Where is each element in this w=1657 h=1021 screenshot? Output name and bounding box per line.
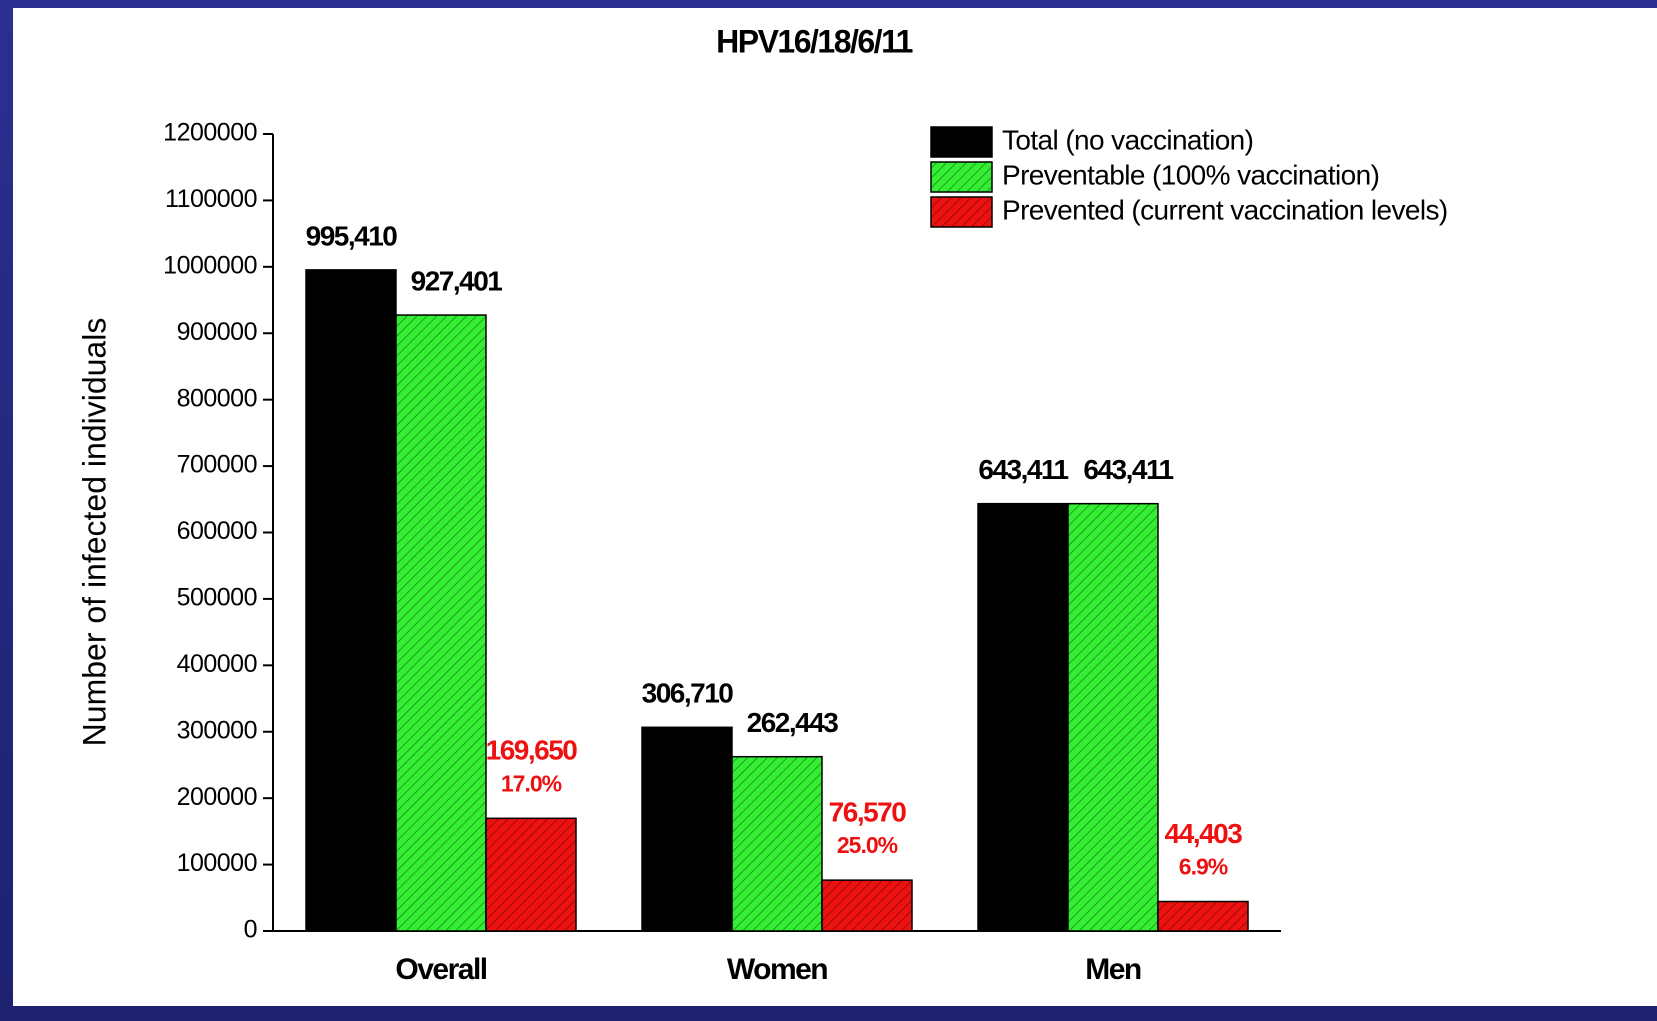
value-label: 76,570 [829,797,907,828]
bar [977,502,1069,932]
legend-label: Prevented (current vaccination levels) [1002,194,1448,225]
y-tick-label: 100000 [177,849,257,877]
value-label: 169,650 [486,735,578,766]
y-axis-label: Number of infected individuals [76,318,112,747]
value-label: 262,443 [747,707,839,738]
y-tick-label: 700000 [177,451,257,479]
value-label: 995,410 [306,220,398,251]
bar [395,314,487,932]
bar [821,879,913,932]
percent-label: 6.9% [1179,854,1228,880]
x-tick-label: Women [727,953,827,986]
value-label: 643,411 [1083,454,1173,485]
y-tick-label: 500000 [177,584,257,612]
bar [641,726,733,932]
value-label: 927,401 [411,265,503,296]
bar [485,817,577,932]
y-tick-label: 0 [244,916,257,944]
bar [1157,900,1249,932]
y-tick-label: 1200000 [163,119,257,147]
y-tick-label: 1100000 [165,185,257,213]
chart-title: HPV16/18/6/11 [716,23,912,59]
x-tick-label: Men [1085,953,1141,986]
percent-label: 25.0% [837,832,898,858]
legend-swatch [930,161,993,193]
bar [731,755,823,932]
y-tick-label: 400000 [177,650,257,678]
legend-label: Preventable (100% vaccination) [1002,159,1379,190]
y-tick-label: 1000000 [163,251,257,279]
bar [305,269,397,932]
legend-label: Total (no vaccination) [1002,124,1253,155]
percent-label: 17.0% [501,770,562,796]
y-tick-label: 200000 [177,783,257,811]
y-tick-label: 300000 [177,716,257,744]
bar [1067,502,1159,932]
legend-swatch [930,196,993,228]
legend-swatch [930,126,993,158]
x-tick-label: Overall [395,953,486,986]
y-tick-label: 800000 [177,384,257,412]
value-label: 44,403 [1165,818,1243,849]
y-tick-label: 600000 [177,517,257,545]
panel [13,8,1657,1006]
value-label: 306,710 [642,678,734,709]
y-tick-label: 900000 [177,318,257,346]
value-label: 643,411 [978,454,1068,485]
